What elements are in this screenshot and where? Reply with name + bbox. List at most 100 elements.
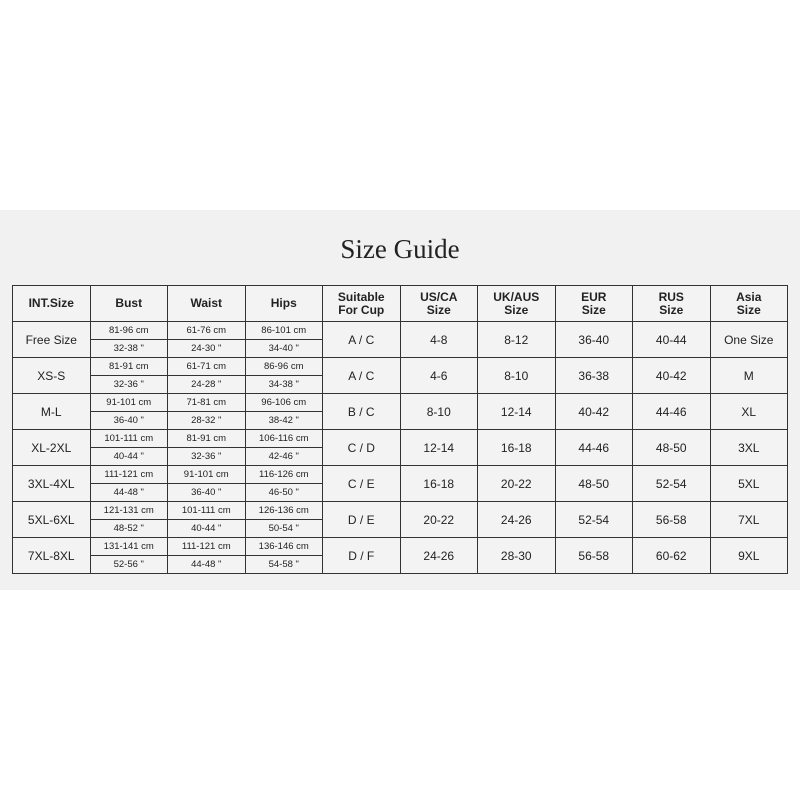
header-asia-line: Asia xyxy=(736,289,762,304)
header-us-ca-line: Size xyxy=(426,302,451,317)
us-cell: 12-14 xyxy=(399,429,478,466)
header-uk-aus: UK/AUS Size xyxy=(477,285,556,322)
int-size-cell: XL-2XL xyxy=(12,429,91,466)
waist-cm-cell: 101-111 cm xyxy=(167,501,246,520)
header-hips: Hips xyxy=(244,285,323,322)
bust-in-cell: 40-44 " xyxy=(89,447,168,466)
int-size-cell: XS-S xyxy=(12,357,91,394)
asia-cell: One Size xyxy=(709,321,788,358)
header-eur-line: EUR xyxy=(581,289,607,304)
rus-cell: 60-62 xyxy=(632,537,711,574)
header-cup: Suitable For Cup xyxy=(322,285,401,322)
uk-cell: 28-30 xyxy=(477,537,556,574)
header-bust: Bust xyxy=(89,285,168,322)
eur-cell: 40-42 xyxy=(554,393,633,430)
eur-cell: 48-50 xyxy=(554,465,633,502)
header-us-ca: US/CA Size xyxy=(399,285,478,322)
header-us-ca-line: US/CA xyxy=(420,289,458,304)
waist-in-cell: 24-30 " xyxy=(167,339,246,358)
bust-cm-cell: 111-121 cm xyxy=(89,465,168,484)
int-size-cell: M-L xyxy=(12,393,91,430)
waist-cm-cell: 71-81 cm xyxy=(167,393,246,412)
hips-in-cell: 46-50 " xyxy=(244,483,323,502)
size-table: INT.Size Bust Waist Hips Suitable For Cup US/C… xyxy=(12,285,788,574)
bust-cm-cell: 91-101 cm xyxy=(89,393,168,412)
us-cell: 8-10 xyxy=(399,393,478,430)
bust-in-cell: 52-56 " xyxy=(89,555,168,574)
header-uk-aus-line: UK/AUS xyxy=(493,289,540,304)
hips-in-cell: 54-58 " xyxy=(244,555,323,574)
page-title: Size Guide xyxy=(340,234,460,264)
waist-in-cell: 36-40 " xyxy=(167,483,246,502)
header-eur: EUR Size xyxy=(554,285,633,322)
header-rus-line: RUS xyxy=(658,289,684,304)
table-row-inches: 32-38 " 24-30 " 34-40 " xyxy=(13,339,788,358)
uk-cell: 12-14 xyxy=(477,393,556,430)
waist-cm-cell: 111-121 cm xyxy=(167,537,246,556)
waist-in-cell: 24-28 " xyxy=(167,375,246,394)
hips-in-cell: 34-38 " xyxy=(244,375,323,394)
int-size-cell: Free Size xyxy=(12,321,91,358)
waist-in-cell: 40-44 " xyxy=(167,519,246,538)
hips-in-cell: 50-54 " xyxy=(244,519,323,538)
cup-cell: B / C xyxy=(322,393,401,430)
header-bust-line: Bust xyxy=(115,296,143,310)
asia-cell: 5XL xyxy=(709,465,788,502)
waist-cm-cell: 91-101 cm xyxy=(167,465,246,484)
table-row-inches: 48-52 " 40-44 " 50-54 " xyxy=(13,519,788,538)
waist-cm-cell: 61-71 cm xyxy=(167,357,246,376)
hips-cm-cell: 116-126 cm xyxy=(244,465,323,484)
bust-cm-cell: 121-131 cm xyxy=(89,501,168,520)
int-size-cell: 5XL-6XL xyxy=(12,501,91,538)
cup-cell: A / C xyxy=(322,321,401,358)
header-waist-line: Waist xyxy=(190,296,223,310)
header-uk-aus-line: Size xyxy=(504,302,529,317)
table-row-inches: 44-48 " 36-40 " 46-50 " xyxy=(13,483,788,502)
header-rus: RUS Size xyxy=(632,285,711,322)
asia-cell: 9XL xyxy=(709,537,788,574)
header-rus-line: Size xyxy=(659,302,684,317)
header-eur-line: Size xyxy=(581,302,606,317)
cup-cell: A / C xyxy=(322,357,401,394)
bust-cm-cell: 131-141 cm xyxy=(89,537,168,556)
cup-cell: D / E xyxy=(322,501,401,538)
waist-cm-cell: 61-76 cm xyxy=(167,321,246,340)
waist-in-cell: 28-32 " xyxy=(167,411,246,430)
us-cell: 4-8 xyxy=(399,321,478,358)
eur-cell: 36-40 xyxy=(554,321,633,358)
bust-in-cell: 36-40 " xyxy=(89,411,168,430)
bust-cm-cell: 101-111 cm xyxy=(89,429,168,448)
asia-cell: M xyxy=(709,357,788,394)
bust-in-cell: 32-36 " xyxy=(89,375,168,394)
hips-in-cell: 42-46 " xyxy=(244,447,323,466)
bust-in-cell: 44-48 " xyxy=(89,483,168,502)
header-cup-line: For Cup xyxy=(338,302,385,317)
table-row: 3XL-4XL 111-121 cm 91-101 cm 116-126 cm C / … xyxy=(12,465,788,502)
int-size-cell: 7XL-8XL xyxy=(12,537,91,574)
table-row: M-L 91-101 cm 71-81 cm 96-106 cm B / C 8-10 12… xyxy=(12,393,788,430)
rus-cell: 40-44 xyxy=(632,321,711,358)
waist-in-cell: 44-48 " xyxy=(167,555,246,574)
cup-cell: D / F xyxy=(322,537,401,574)
waist-in-cell: 32-36 " xyxy=(167,447,246,466)
eur-cell: 44-46 xyxy=(554,429,633,466)
header-int-size: INT.Size xyxy=(12,285,91,322)
rus-cell: 40-42 xyxy=(632,357,711,394)
hips-cm-cell: 126-136 cm xyxy=(244,501,323,520)
bust-in-cell: 32-38 " xyxy=(89,339,168,358)
cup-cell: C / E xyxy=(322,465,401,502)
header-hips-line: Hips xyxy=(270,296,297,310)
eur-cell: 52-54 xyxy=(554,501,633,538)
header-row: INT.Size Bust Waist Hips Suitable For Cup US/C… xyxy=(12,285,788,322)
waist-cm-cell: 81-91 cm xyxy=(167,429,246,448)
uk-cell: 20-22 xyxy=(477,465,556,502)
eur-cell: 36-38 xyxy=(554,357,633,394)
asia-cell: XL xyxy=(709,393,788,430)
table-row: 7XL-8XL 131-141 cm 111-121 cm 136-146 cm D /… xyxy=(12,537,788,574)
cup-cell: C / D xyxy=(322,429,401,466)
table-row-inches: 36-40 " 28-32 " 38-42 " xyxy=(13,411,788,430)
eur-cell: 56-58 xyxy=(554,537,633,574)
header-int-size-line: INT.Size xyxy=(28,296,74,310)
